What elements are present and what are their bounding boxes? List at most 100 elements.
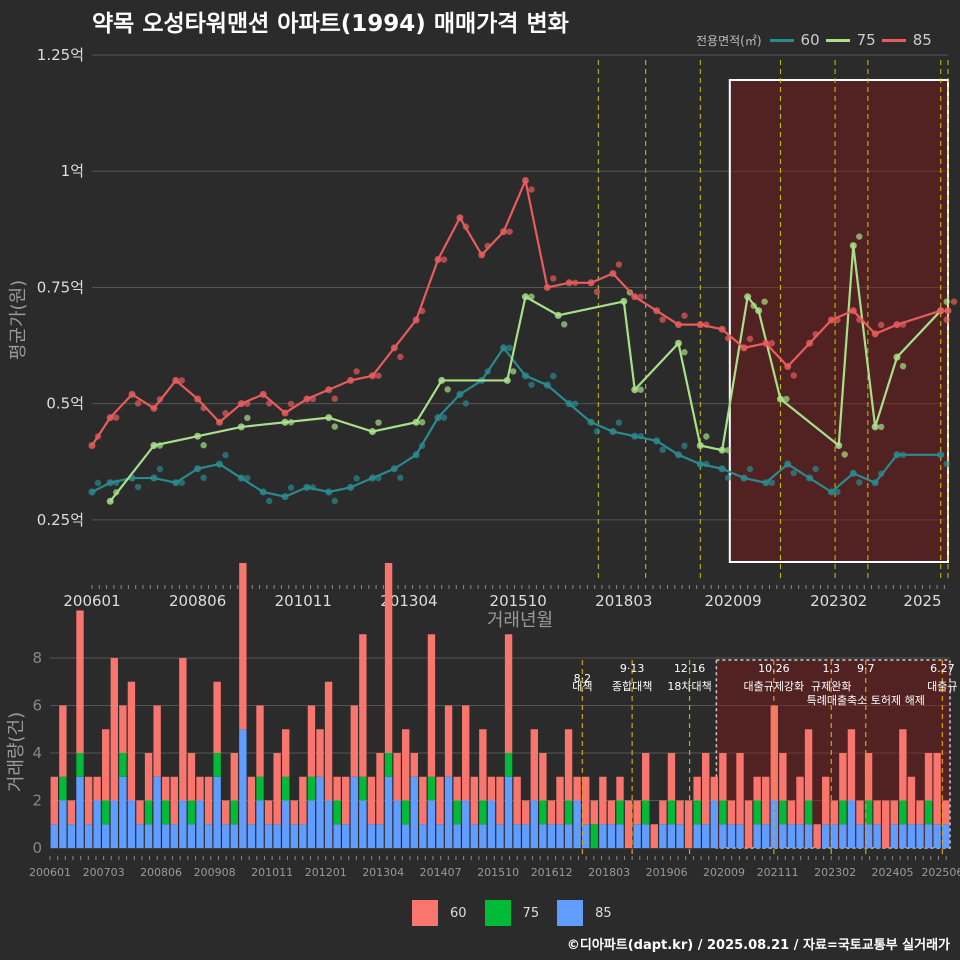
chart-title: 약목 오성타워맨션 아파트(1994) 매매가격 변화 xyxy=(92,11,569,37)
volume-bar-60 xyxy=(796,776,804,825)
policy-name-label: 대출규제강화 xyxy=(743,680,804,693)
volume-bar-75 xyxy=(753,800,761,825)
volume-bar-85 xyxy=(307,800,316,848)
volume-bar-85 xyxy=(547,824,556,848)
data-point-75 xyxy=(681,349,688,356)
volume-bar-85 xyxy=(213,776,221,848)
volume-bar-85 xyxy=(496,824,504,848)
volume-bar-60 xyxy=(93,776,101,801)
volume-bar-60 xyxy=(650,824,658,848)
volume-bar-85 xyxy=(599,824,607,848)
volume-bar-60 xyxy=(256,705,264,777)
volume-bar-60 xyxy=(153,705,161,777)
volume-bar-60 xyxy=(864,753,873,801)
volume-bar-75 xyxy=(453,800,461,825)
data-point-75 xyxy=(156,442,164,449)
volume-x-tick-label: 201407 xyxy=(420,866,462,879)
data-point-85 xyxy=(812,331,819,338)
data-point-60 xyxy=(287,484,295,491)
data-point-85 xyxy=(637,293,644,300)
data-point-60 xyxy=(500,344,508,352)
data-point-85 xyxy=(456,214,464,222)
x-tick-label: 201803 xyxy=(595,592,652,610)
volume-bar-85 xyxy=(633,824,641,848)
data-point-60 xyxy=(347,483,355,491)
volume-bar-60 xyxy=(282,729,290,777)
volume-bar-60 xyxy=(916,800,924,825)
volume-bar-75 xyxy=(779,800,787,825)
volume-bar-85 xyxy=(393,800,401,848)
volume-bar-60 xyxy=(539,753,547,801)
volume-bar-60 xyxy=(702,753,710,825)
volume-bar-60 xyxy=(316,729,324,777)
legend-label-85: 85 xyxy=(912,31,932,49)
data-point-75 xyxy=(554,311,562,319)
legend-label-75: 75 xyxy=(856,31,876,49)
volume-bar-75 xyxy=(924,800,933,825)
data-point-85 xyxy=(397,353,404,361)
data-point-85 xyxy=(194,395,202,403)
policy-date-label: 12·16 xyxy=(674,662,706,675)
volume-bar-60 xyxy=(676,800,684,825)
volume-bar-85 xyxy=(719,824,727,848)
volume-bar-60 xyxy=(350,705,358,777)
volume-bar-75 xyxy=(333,800,341,825)
volume-bar-85 xyxy=(513,824,521,848)
legend-item-75: 75 xyxy=(825,31,876,49)
volume-x-tick-label: 201803 xyxy=(588,866,630,879)
data-point-75 xyxy=(674,339,682,347)
volume-bar-60 xyxy=(727,800,736,825)
volume-bar-75 xyxy=(642,800,650,825)
volume-bar-85 xyxy=(864,824,873,848)
volume-bar-75 xyxy=(230,800,238,825)
data-point-85 xyxy=(134,400,142,407)
data-point-60 xyxy=(806,474,814,482)
series-line-85 xyxy=(91,179,948,447)
volume-bar-85 xyxy=(539,824,547,848)
volume-bar-60 xyxy=(496,776,504,825)
volume-bar-75 xyxy=(693,800,701,825)
volume-bar-85 xyxy=(616,824,624,848)
volume-bar-60 xyxy=(530,729,538,801)
data-point-85 xyxy=(877,321,885,329)
volume-bar-85 xyxy=(222,824,230,848)
data-point-75 xyxy=(194,432,202,440)
data-point-60 xyxy=(762,479,770,487)
volume-bar-60 xyxy=(110,658,118,801)
volume-bar-60 xyxy=(547,800,556,825)
policy-date-label: 10.26 xyxy=(758,662,790,675)
volume-bar-85 xyxy=(916,824,924,848)
volume-bar-85 xyxy=(462,800,470,848)
legend-title: 전용면적(㎡) xyxy=(696,33,762,48)
volume-bar-75 xyxy=(119,753,127,777)
data-point-60 xyxy=(593,428,601,435)
volume-bar-85 xyxy=(110,800,118,848)
data-point-85 xyxy=(674,321,682,329)
data-point-60 xyxy=(937,451,945,459)
volume-bar-85 xyxy=(907,824,916,848)
volume-bar-60 xyxy=(873,800,881,825)
volume-bar-75 xyxy=(667,800,676,825)
volume-bar-85 xyxy=(573,800,581,848)
source-footer: ©디아파트(dapt.kr) / 2025.08.21 / 자료=국토교통부 실… xyxy=(566,938,950,953)
volume-bar-85 xyxy=(230,824,238,848)
data-point-75 xyxy=(631,386,639,394)
legend-swatch-60 xyxy=(769,38,794,42)
volume-x-tick-label: 200601 xyxy=(29,866,71,879)
data-point-60 xyxy=(331,497,338,505)
legend-swatch-85 xyxy=(881,38,906,42)
data-point-60 xyxy=(215,460,223,468)
volume-bar-85 xyxy=(890,824,898,848)
volume-bar-85 xyxy=(659,824,667,848)
volume-bar-60 xyxy=(762,776,770,825)
data-point-85 xyxy=(550,275,557,282)
data-point-85 xyxy=(615,261,623,268)
volume-x-tick-label: 201510 xyxy=(477,866,519,879)
data-point-75 xyxy=(849,242,857,250)
data-point-60 xyxy=(281,493,289,501)
data-point-85 xyxy=(244,400,251,407)
data-point-60 xyxy=(871,479,879,487)
volume-y-tick-label: 4 xyxy=(32,744,42,762)
data-point-60 xyxy=(827,488,835,496)
volume-bar-60 xyxy=(264,800,273,825)
